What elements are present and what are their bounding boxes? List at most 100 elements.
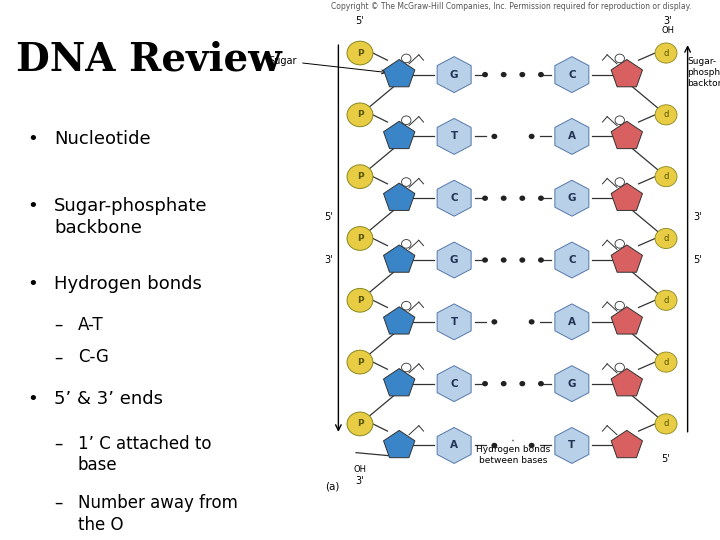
Text: DNA Review: DNA Review <box>16 40 282 78</box>
Circle shape <box>528 134 534 139</box>
Text: Sugar-phosphate
backbone: Sugar-phosphate backbone <box>54 197 207 237</box>
Circle shape <box>538 72 544 77</box>
Text: 1’ C attached to
base: 1’ C attached to base <box>78 435 211 474</box>
Circle shape <box>347 227 373 251</box>
Circle shape <box>615 116 624 125</box>
Polygon shape <box>611 59 642 87</box>
Text: C: C <box>450 193 458 203</box>
Text: –: – <box>54 494 63 512</box>
Text: A: A <box>568 317 576 327</box>
Polygon shape <box>384 122 415 148</box>
Circle shape <box>655 414 677 434</box>
Polygon shape <box>384 430 415 458</box>
Polygon shape <box>555 304 589 340</box>
Circle shape <box>402 301 411 310</box>
Text: 3': 3' <box>356 476 364 486</box>
Polygon shape <box>555 242 589 278</box>
Text: A: A <box>568 131 576 141</box>
Text: Hydrogen bonds
between bases: Hydrogen bonds between bases <box>476 446 550 465</box>
Polygon shape <box>611 369 642 396</box>
Circle shape <box>615 54 624 63</box>
Text: (a): (a) <box>325 482 339 491</box>
Text: •: • <box>27 275 38 293</box>
Text: –: – <box>54 435 63 453</box>
Circle shape <box>492 319 498 325</box>
Text: d: d <box>663 172 669 181</box>
Polygon shape <box>384 307 415 334</box>
Text: –: – <box>54 348 63 366</box>
Text: 5’ & 3’ ends: 5’ & 3’ ends <box>54 390 163 408</box>
Text: Hydrogen bonds: Hydrogen bonds <box>54 275 202 293</box>
Circle shape <box>482 195 488 201</box>
Text: Copyright © The McGraw-Hill Companies, Inc. Permission required for reproduction: Copyright © The McGraw-Hill Companies, I… <box>331 2 692 11</box>
Circle shape <box>655 352 677 372</box>
Circle shape <box>347 41 373 65</box>
Polygon shape <box>384 59 415 87</box>
Circle shape <box>482 258 488 263</box>
Text: P: P <box>356 110 364 119</box>
Circle shape <box>482 381 488 386</box>
Polygon shape <box>555 118 589 154</box>
Circle shape <box>482 72 488 77</box>
Circle shape <box>500 258 507 263</box>
Text: 5': 5' <box>662 455 670 464</box>
Circle shape <box>402 363 411 372</box>
Circle shape <box>347 165 373 188</box>
Polygon shape <box>437 428 471 463</box>
Circle shape <box>402 116 411 125</box>
Circle shape <box>347 350 373 374</box>
Polygon shape <box>611 183 642 211</box>
Text: –: – <box>54 316 63 334</box>
Circle shape <box>528 319 534 325</box>
Polygon shape <box>384 183 415 211</box>
Text: Number away from
the O: Number away from the O <box>78 494 238 534</box>
Polygon shape <box>611 307 642 334</box>
Circle shape <box>615 363 624 372</box>
Text: T: T <box>451 317 458 327</box>
Text: P: P <box>356 49 364 58</box>
Circle shape <box>402 54 411 63</box>
Circle shape <box>538 195 544 201</box>
Polygon shape <box>437 304 471 340</box>
Polygon shape <box>437 366 471 402</box>
Circle shape <box>500 72 507 77</box>
Circle shape <box>500 195 507 201</box>
Circle shape <box>519 72 526 77</box>
Polygon shape <box>555 366 589 402</box>
Circle shape <box>655 167 677 187</box>
Text: OH: OH <box>354 465 366 474</box>
Text: d: d <box>663 420 669 428</box>
Text: Sugar-
phosphate
backtone: Sugar- phosphate backtone <box>688 57 720 88</box>
Circle shape <box>402 178 411 186</box>
Text: G: G <box>450 255 459 265</box>
Text: •: • <box>27 130 38 147</box>
Circle shape <box>615 301 624 310</box>
Circle shape <box>519 195 526 201</box>
Text: T: T <box>451 131 458 141</box>
Text: A-T: A-T <box>78 316 104 334</box>
Text: 3': 3' <box>664 16 672 26</box>
Text: d: d <box>663 110 669 119</box>
Text: P: P <box>356 357 364 367</box>
Circle shape <box>492 134 498 139</box>
Text: Sugar: Sugar <box>269 56 385 74</box>
Text: d: d <box>663 296 669 305</box>
Circle shape <box>655 105 677 125</box>
Text: C-G: C-G <box>78 348 109 366</box>
Circle shape <box>655 43 677 63</box>
Circle shape <box>519 381 526 386</box>
Circle shape <box>615 240 624 248</box>
Text: 3': 3' <box>693 212 702 222</box>
Polygon shape <box>611 430 642 458</box>
Polygon shape <box>611 245 642 272</box>
Polygon shape <box>555 57 589 92</box>
Text: P: P <box>356 234 364 243</box>
Text: G: G <box>567 379 576 389</box>
Circle shape <box>655 228 677 248</box>
Circle shape <box>492 443 498 448</box>
Circle shape <box>347 103 373 127</box>
Text: G: G <box>567 193 576 203</box>
Text: P: P <box>356 420 364 428</box>
Text: 5': 5' <box>356 16 364 26</box>
Circle shape <box>538 258 544 263</box>
